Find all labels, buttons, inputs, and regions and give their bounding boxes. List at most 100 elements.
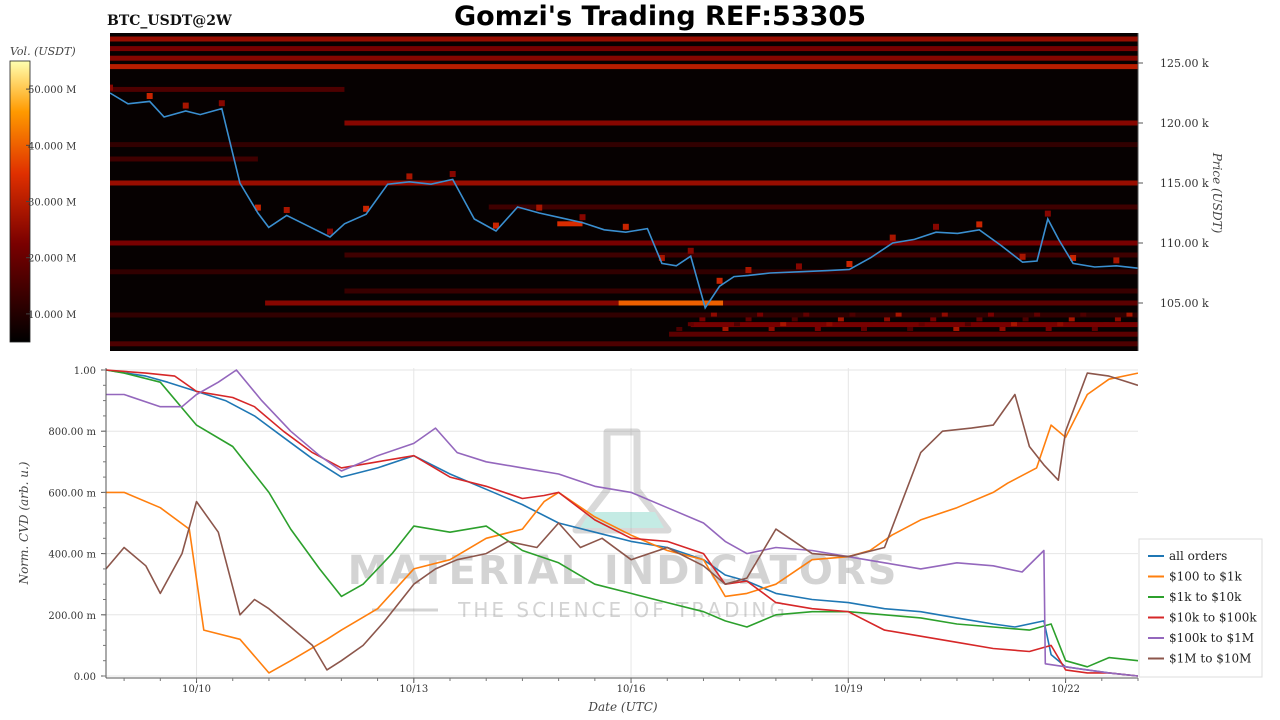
watermark-subtitle: THE SCIENCE OF TRADING <box>457 598 788 622</box>
liquidity-band <box>618 300 724 306</box>
liquidity-band <box>344 288 1138 294</box>
liquidity-cell <box>1011 322 1018 327</box>
liquidity-cell <box>849 312 856 317</box>
heatmap-panel: 125.00 k 120.00 k 115.00 k 110.00 k 105.00 k… <box>110 33 1224 351</box>
price-tick-label: 115.00 k <box>1160 177 1209 190</box>
liquidity-band <box>265 300 619 306</box>
liquidity-band <box>488 204 1138 210</box>
y-tick-label: 0.00 <box>74 672 96 683</box>
liquidity-band <box>110 46 1138 52</box>
price-liquidity-cell <box>1044 210 1051 217</box>
price-liquidity-cell <box>254 204 261 211</box>
y-tick-label: 200.00 m <box>48 611 96 622</box>
liquidity-cell <box>987 312 994 317</box>
liquidity-cell <box>895 312 902 317</box>
liquidity-cell <box>722 327 729 331</box>
liquidity-band <box>110 269 1138 275</box>
price-liquidity-cell <box>687 247 694 254</box>
legend-label: all orders <box>1169 549 1227 563</box>
price-liquidity-cell <box>283 207 290 213</box>
y-tick-label: 600.00 m <box>48 488 96 499</box>
liquidity-cell <box>976 317 983 322</box>
symbol-label: BTC_USDT@2W <box>107 13 232 29</box>
liquidity-band <box>110 64 1138 70</box>
price-liquidity-cell <box>363 205 370 212</box>
liquidity-cell <box>1126 312 1133 317</box>
y-tick-label: 800.00 m <box>48 427 96 438</box>
y-tick-label: 400.00 m <box>48 550 96 561</box>
liquidity-band <box>344 252 1138 258</box>
flask-icon <box>572 428 672 534</box>
liquidity-cell <box>930 317 937 322</box>
liquidity-cell <box>780 322 787 327</box>
price-liquidity-cell <box>406 173 413 180</box>
x-tick-label: 10/10 <box>182 684 211 695</box>
price-liquidity-cell <box>622 223 629 230</box>
liquidity-cell <box>964 322 971 327</box>
liquidity-band <box>669 331 1138 337</box>
price-tick-label: 110.00 k <box>1160 237 1209 250</box>
price-liquidity-cell <box>976 221 983 228</box>
colorbar-tick-label: 20.000 M <box>28 254 76 265</box>
liquidity-cell <box>757 312 764 317</box>
x-tick-label: 10/13 <box>399 684 428 695</box>
legend-box <box>1138 538 1263 678</box>
price-tick-label: 120.00 k <box>1160 117 1209 130</box>
liquidity-band <box>110 180 1138 186</box>
legend: all orders $100 to $1k $1k to $10k $10k to … <box>1138 538 1263 678</box>
colorbar-tick-label: 50.000 M <box>28 85 76 96</box>
cvd-panel: MATERIAL INDICATORS THE SCIENCE OF TRADI… <box>17 366 1139 714</box>
liquidity-band <box>690 322 1138 328</box>
liquidity-cell <box>999 327 1006 331</box>
liquidity-cell <box>837 317 844 322</box>
price-liquidity-cell <box>795 263 802 270</box>
legend-label: $100k to $1M <box>1169 631 1254 645</box>
liquidity-cell <box>1034 312 1041 317</box>
price-liquidity-cell <box>889 234 896 241</box>
price-liquidity-cell <box>536 204 543 211</box>
liquidity-cell <box>918 322 925 327</box>
price-liquidity-cell <box>1019 253 1026 260</box>
liquidity-band <box>110 55 1138 61</box>
liquidity-band <box>557 221 583 227</box>
liquidity-cell <box>687 322 694 327</box>
heatmap-background <box>110 33 1138 351</box>
liquidity-band <box>110 86 345 92</box>
colorbar-tick-label: 40.000 M <box>28 141 76 152</box>
liquidity-cell <box>734 322 741 327</box>
colorbar-tick-label: 30.000 M <box>28 198 76 209</box>
liquidity-band <box>110 240 1138 246</box>
liquidity-cell <box>1057 322 1064 327</box>
liquidity-band <box>110 36 1138 42</box>
price-liquidity-cell <box>492 222 499 229</box>
watermark: MATERIAL INDICATORS THE SCIENCE OF TRADI… <box>348 428 896 622</box>
liquidity-cell <box>907 327 914 331</box>
liquidity-cell <box>1045 327 1052 331</box>
y-tick-label: 1.00 <box>74 366 96 377</box>
liquidity-cell <box>768 327 775 331</box>
legend-label: $100 to $1k <box>1169 570 1242 584</box>
price-line <box>110 92 1138 310</box>
liquidity-cell <box>676 327 683 331</box>
price-liquidity-cell <box>658 255 665 261</box>
price-liquidity-cell <box>1113 257 1120 264</box>
liquidity-cell <box>745 317 752 322</box>
liquidity-cell <box>1091 327 1098 331</box>
liquidity-cell <box>814 327 821 331</box>
liquidity-band <box>110 142 1138 148</box>
price-liquidity-cell <box>449 171 456 177</box>
colorbar-label: Vol. (USDT) <box>10 45 76 58</box>
x-tick-label: 10/19 <box>834 684 863 695</box>
price-liquidity-cell <box>218 100 225 107</box>
liquidity-cell <box>1114 317 1121 322</box>
liquidity-cell <box>710 312 717 317</box>
legend-label: $1k to $10k <box>1169 590 1242 604</box>
liquidity-cell <box>826 322 833 327</box>
price-liquidity-cell <box>933 223 940 230</box>
liquidity-cell <box>872 322 879 327</box>
cvd-y-axis-label: Norm. CVD (arb. u.) <box>17 461 31 585</box>
liquidity-band <box>723 300 1138 306</box>
price-tick-label: 125.00 k <box>1160 57 1209 70</box>
liquidity-cell <box>860 327 867 331</box>
